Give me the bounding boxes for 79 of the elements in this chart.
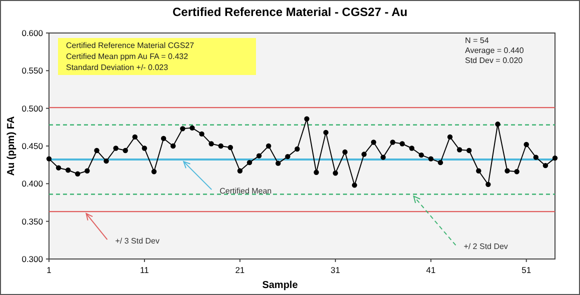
point (390, 140, 396, 145)
point (533, 154, 539, 160)
annotation: Standard Deviation +/- 0.023 (66, 63, 169, 72)
point (56, 165, 62, 170)
y-tick-label: 0.450 (22, 141, 44, 151)
point (218, 143, 224, 149)
point (104, 158, 109, 164)
point (132, 134, 138, 140)
point (304, 116, 310, 122)
point (160, 136, 166, 142)
annotation: Std Dev = 0.020 (465, 56, 524, 65)
point (361, 152, 367, 157)
point (428, 156, 434, 162)
point (438, 160, 444, 166)
x-tick-label: 1 (46, 265, 52, 275)
point (552, 155, 558, 161)
point (371, 140, 376, 145)
point (285, 154, 290, 160)
ref-line-label: +/ 2 Std Dev (464, 242, 508, 252)
x-axis-title: Sample (262, 280, 298, 291)
point (84, 168, 90, 174)
point (237, 168, 243, 174)
y-tick-label: 0.300 (22, 254, 44, 264)
point (409, 146, 414, 151)
x-tick-label: 41 (426, 265, 436, 275)
point (208, 141, 214, 146)
point (514, 169, 520, 174)
point (75, 171, 80, 176)
point (294, 146, 300, 152)
point (256, 153, 262, 158)
point (266, 143, 272, 149)
point (180, 126, 186, 132)
point (418, 152, 424, 158)
chart-title: Certified Reference Material - CGS27 - Au (172, 5, 408, 19)
y-tick-label: 0.500 (22, 103, 44, 114)
point (447, 134, 453, 140)
point (486, 182, 491, 188)
point (46, 156, 52, 162)
point (456, 147, 462, 152)
point (466, 148, 472, 154)
point (228, 144, 233, 150)
y-tick-label: 0.350 (22, 216, 44, 226)
annotation: Certified Mean ppm Au FA = 0.432 (66, 52, 189, 61)
x-tick-label: 11 (140, 265, 150, 275)
point (352, 182, 358, 188)
point (246, 160, 252, 166)
point (122, 148, 128, 154)
point (524, 142, 529, 148)
y-axis-title: Au (ppm) FA (6, 116, 17, 176)
point (151, 169, 157, 174)
annotation: N = 54 (465, 36, 490, 45)
point (504, 168, 510, 174)
annotation: Certified Reference Material CGS27 (66, 41, 195, 50)
x-tick-label: 31 (330, 265, 340, 275)
point (314, 170, 319, 175)
point (276, 160, 281, 166)
point (495, 122, 500, 127)
point (170, 143, 176, 149)
x-tick-label: 21 (235, 265, 245, 275)
ref-line-label: +/ 3 Std Dev (115, 236, 160, 246)
point (542, 162, 548, 168)
point (323, 130, 328, 136)
y-tick-label: 0.600 (22, 28, 44, 38)
point (332, 170, 338, 176)
x-tick-label: 51 (522, 265, 532, 275)
ref-line-label: Certified Mean (220, 186, 272, 196)
y-tick-label: 0.400 (22, 178, 44, 189)
annotation: Average = 0.440 (465, 46, 524, 55)
point (199, 131, 204, 137)
point (94, 148, 100, 154)
point (400, 141, 405, 146)
y-tick-label: 0.550 (22, 66, 44, 76)
point (476, 168, 482, 174)
point (380, 154, 386, 160)
point (190, 125, 195, 131)
point (65, 168, 71, 173)
point (342, 149, 348, 155)
point (113, 146, 118, 151)
point (142, 146, 148, 151)
